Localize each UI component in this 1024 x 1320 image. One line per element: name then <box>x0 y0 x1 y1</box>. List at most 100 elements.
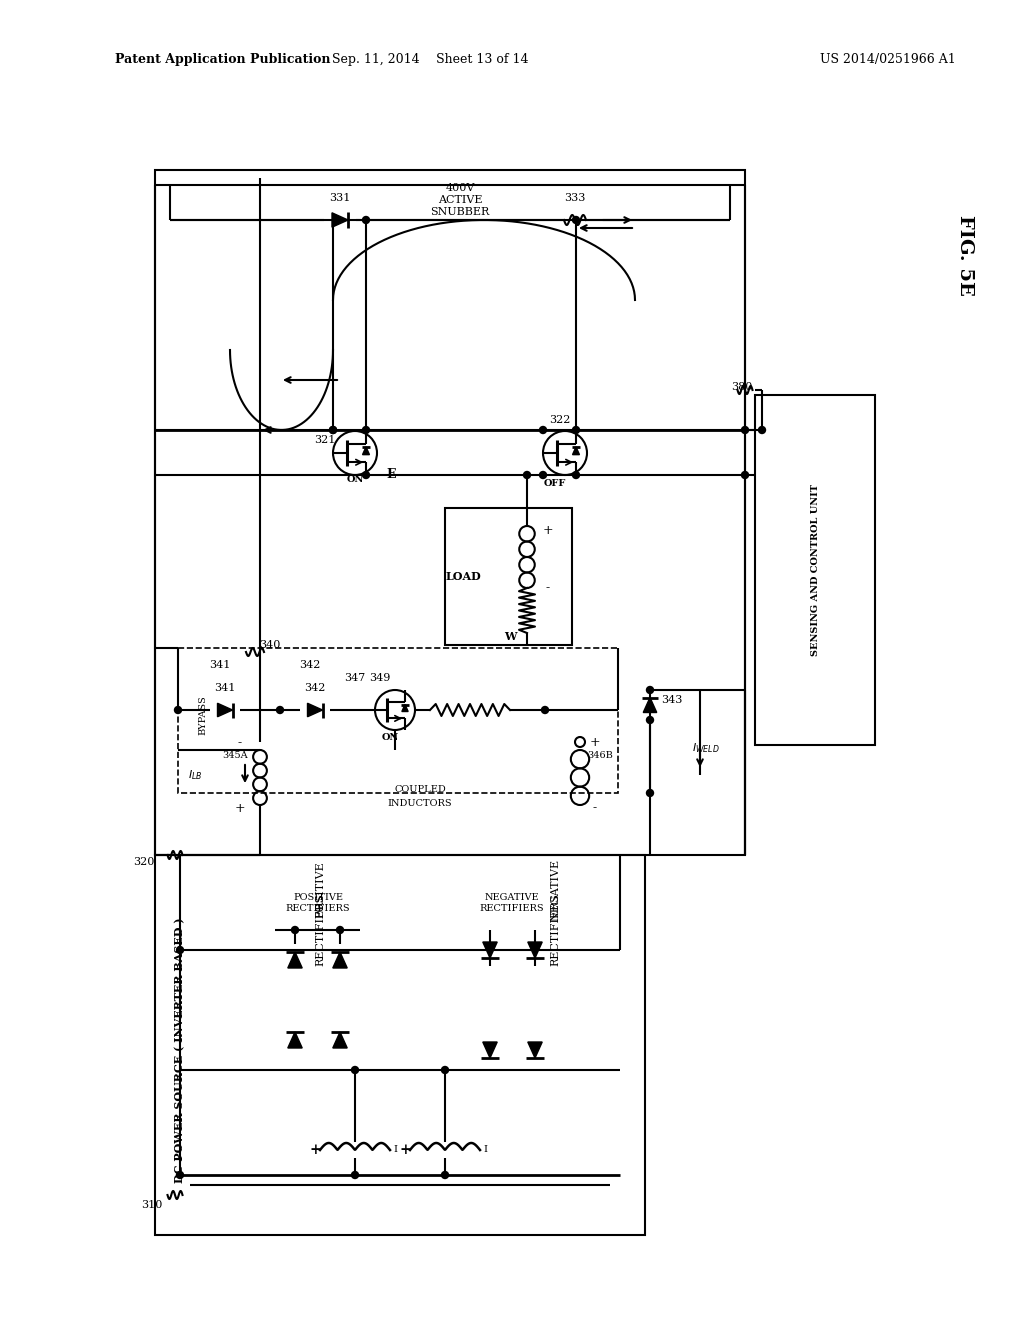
Bar <box>155 855 645 1236</box>
Circle shape <box>572 426 580 433</box>
Polygon shape <box>482 942 498 958</box>
Polygon shape <box>332 213 348 227</box>
Circle shape <box>337 927 343 933</box>
Circle shape <box>540 426 547 433</box>
Circle shape <box>441 1172 449 1179</box>
Text: ACTIVE: ACTIVE <box>437 195 482 205</box>
Text: I: I <box>483 1146 487 1155</box>
Polygon shape <box>527 942 542 958</box>
Text: 380: 380 <box>731 381 752 392</box>
Text: RECTIFIERS: RECTIFIERS <box>315 894 325 966</box>
Circle shape <box>759 426 766 433</box>
Text: E: E <box>386 469 395 482</box>
Circle shape <box>176 946 183 953</box>
Text: ON: ON <box>346 475 364 484</box>
Text: 322: 322 <box>549 414 570 425</box>
Text: +: + <box>399 1143 411 1158</box>
Circle shape <box>292 927 299 933</box>
Text: +: + <box>590 737 600 750</box>
Text: NEGATIVE
RECTIFIERS: NEGATIVE RECTIFIERS <box>479 894 545 912</box>
Polygon shape <box>288 1032 302 1048</box>
Circle shape <box>646 717 653 723</box>
Polygon shape <box>288 952 302 968</box>
Text: 400V: 400V <box>445 183 475 193</box>
Circle shape <box>741 426 749 433</box>
Text: SNUBBER: SNUBBER <box>430 207 489 216</box>
Circle shape <box>351 1172 358 1179</box>
Circle shape <box>351 1067 358 1073</box>
Text: Patent Application Publication: Patent Application Publication <box>115 54 331 66</box>
Text: DC POWER SOURCE ( INVERTER BASED ): DC POWER SOURCE ( INVERTER BASED ) <box>174 917 185 1183</box>
Text: RECTIFIERS: RECTIFIERS <box>550 894 560 966</box>
Bar <box>445 508 572 645</box>
Text: W: W <box>504 631 516 643</box>
Text: +: + <box>234 801 246 814</box>
Bar <box>155 170 745 855</box>
Text: 321: 321 <box>314 436 336 445</box>
Text: INDUCTORS: INDUCTORS <box>388 799 453 808</box>
Polygon shape <box>307 704 323 717</box>
Polygon shape <box>643 697 656 713</box>
Text: $I_{WELD}$: $I_{WELD}$ <box>692 741 720 755</box>
Text: 333: 333 <box>564 193 586 203</box>
Bar <box>178 648 618 793</box>
Text: 310: 310 <box>140 1200 162 1210</box>
Text: ON: ON <box>381 734 398 742</box>
Text: 331: 331 <box>330 193 350 203</box>
Text: US 2014/0251966 A1: US 2014/0251966 A1 <box>820 54 955 66</box>
Text: SENSING AND CONTROL UNIT: SENSING AND CONTROL UNIT <box>811 484 819 656</box>
Circle shape <box>572 471 580 479</box>
Polygon shape <box>217 704 232 717</box>
Circle shape <box>330 426 337 433</box>
Circle shape <box>441 1067 449 1073</box>
Text: OFF: OFF <box>544 479 566 487</box>
Text: FIG. 5E: FIG. 5E <box>956 215 974 296</box>
Circle shape <box>362 216 370 223</box>
Circle shape <box>276 706 284 714</box>
Text: 347: 347 <box>344 673 366 682</box>
Bar <box>755 395 874 744</box>
Polygon shape <box>362 447 370 454</box>
Text: -: - <box>238 737 242 750</box>
Text: POSITIVE
RECTIFIERS: POSITIVE RECTIFIERS <box>286 894 350 912</box>
Circle shape <box>174 706 181 714</box>
Text: 341: 341 <box>209 660 230 671</box>
Circle shape <box>540 471 547 479</box>
Text: +: + <box>543 524 553 536</box>
Polygon shape <box>333 952 347 968</box>
Circle shape <box>646 686 653 693</box>
Polygon shape <box>401 705 409 711</box>
Polygon shape <box>527 1041 542 1059</box>
Text: POSITIVE: POSITIVE <box>315 862 325 919</box>
Circle shape <box>572 216 580 223</box>
Text: LOAD: LOAD <box>445 572 481 582</box>
Polygon shape <box>482 1041 498 1059</box>
Text: 340: 340 <box>259 640 281 649</box>
Text: 320: 320 <box>133 857 155 867</box>
Circle shape <box>176 1172 183 1179</box>
Text: BYPASS: BYPASS <box>199 696 208 735</box>
Text: 346B: 346B <box>587 751 613 759</box>
Polygon shape <box>333 1032 347 1048</box>
Polygon shape <box>572 447 580 454</box>
Text: 341: 341 <box>214 682 236 693</box>
Circle shape <box>741 471 749 479</box>
Circle shape <box>330 426 337 433</box>
Circle shape <box>362 426 370 433</box>
Text: NEGATIVE: NEGATIVE <box>550 859 560 921</box>
Text: $I_{LB}$: $I_{LB}$ <box>187 768 202 781</box>
Text: 342: 342 <box>299 660 321 671</box>
Circle shape <box>542 706 549 714</box>
Circle shape <box>523 471 530 479</box>
Text: Sep. 11, 2014  Sheet 13 of 14: Sep. 11, 2014 Sheet 13 of 14 <box>332 54 528 66</box>
Text: I: I <box>393 1146 397 1155</box>
Text: +: + <box>309 1143 321 1158</box>
Circle shape <box>362 471 370 479</box>
Text: -: - <box>593 801 597 814</box>
Text: 349: 349 <box>370 673 391 682</box>
Text: 343: 343 <box>662 696 683 705</box>
Text: 342: 342 <box>304 682 326 693</box>
Text: COUPLED: COUPLED <box>394 785 445 795</box>
Text: 345A: 345A <box>222 751 248 759</box>
Circle shape <box>646 789 653 796</box>
